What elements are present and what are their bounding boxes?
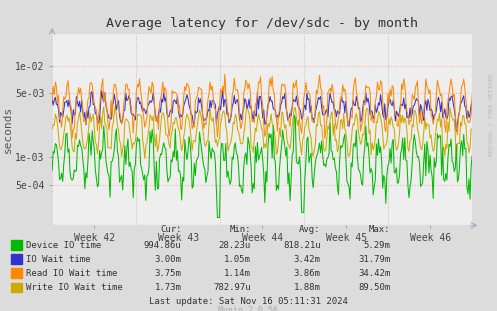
Text: 1.88m: 1.88m	[294, 284, 321, 292]
Text: 34.42m: 34.42m	[358, 269, 390, 278]
Text: 1.73m: 1.73m	[155, 284, 181, 292]
Text: Last update: Sat Nov 16 05:11:31 2024: Last update: Sat Nov 16 05:11:31 2024	[149, 297, 348, 306]
Text: Munin 2.0.56: Munin 2.0.56	[219, 305, 278, 311]
Text: Cur:: Cur:	[160, 225, 181, 234]
Text: 782.97u: 782.97u	[213, 284, 251, 292]
Text: Avg:: Avg:	[299, 225, 321, 234]
Text: Write IO Wait time: Write IO Wait time	[26, 284, 123, 292]
Text: 1.05m: 1.05m	[224, 255, 251, 264]
Text: IO Wait time: IO Wait time	[26, 255, 90, 264]
Text: 89.50m: 89.50m	[358, 284, 390, 292]
Text: 994.86u: 994.86u	[144, 241, 181, 250]
Text: 3.42m: 3.42m	[294, 255, 321, 264]
Text: 28.23u: 28.23u	[219, 241, 251, 250]
Text: 31.79m: 31.79m	[358, 255, 390, 264]
Text: Read IO Wait time: Read IO Wait time	[26, 269, 117, 278]
Text: Max:: Max:	[369, 225, 390, 234]
Y-axis label: seconds: seconds	[2, 106, 12, 153]
Text: 818.21u: 818.21u	[283, 241, 321, 250]
Text: 5.29m: 5.29m	[363, 241, 390, 250]
Text: 3.00m: 3.00m	[155, 255, 181, 264]
Text: RRDTOOL / TOBI OETIKER: RRDTOOL / TOBI OETIKER	[488, 74, 493, 156]
Text: Device IO time: Device IO time	[26, 241, 101, 250]
Text: 3.86m: 3.86m	[294, 269, 321, 278]
Text: 1.14m: 1.14m	[224, 269, 251, 278]
Text: Min:: Min:	[230, 225, 251, 234]
Text: 3.75m: 3.75m	[155, 269, 181, 278]
Title: Average latency for /dev/sdc - by month: Average latency for /dev/sdc - by month	[106, 17, 418, 30]
